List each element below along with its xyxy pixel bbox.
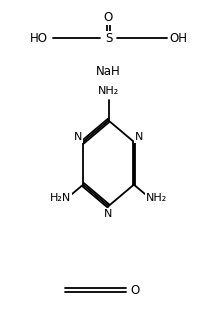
Text: NaH: NaH	[96, 65, 121, 78]
Text: S: S	[105, 31, 112, 45]
Text: H₂N: H₂N	[50, 193, 71, 203]
Text: O: O	[104, 11, 113, 24]
Text: N: N	[135, 133, 143, 142]
Text: N: N	[74, 133, 82, 142]
Text: HO: HO	[30, 31, 48, 45]
Text: N: N	[104, 209, 113, 219]
Text: OH: OH	[169, 31, 187, 45]
Text: O: O	[130, 283, 139, 297]
Text: NH₂: NH₂	[98, 86, 119, 96]
Text: NH₂: NH₂	[146, 193, 167, 203]
